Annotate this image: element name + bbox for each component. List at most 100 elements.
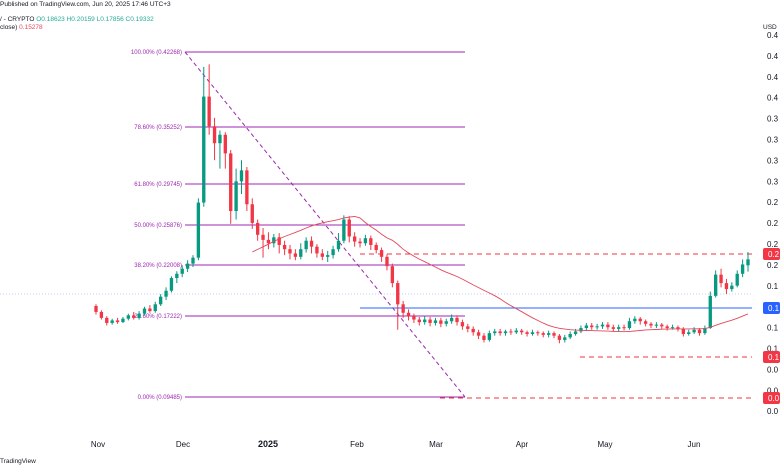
candle-body xyxy=(99,311,104,318)
candle-body xyxy=(164,290,168,297)
y-tick-label: 0.4 xyxy=(767,94,779,103)
candle-body xyxy=(530,332,535,334)
candle-body xyxy=(196,202,201,258)
candle-body xyxy=(638,318,642,322)
y-tick-label: 0.3 xyxy=(767,156,779,165)
candle-body xyxy=(740,264,745,274)
y-tick-label: 0.1 xyxy=(767,345,779,354)
candle-body xyxy=(509,331,513,333)
candle-body xyxy=(191,257,195,264)
symbol-label: / - CRYPTO xyxy=(0,16,35,23)
candle-body xyxy=(482,335,486,340)
candle-body xyxy=(250,204,254,223)
x-tick-label: May xyxy=(597,440,612,449)
candle-body xyxy=(746,259,750,266)
candle-body xyxy=(493,331,497,334)
candle-body xyxy=(536,332,540,334)
x-tick-label: Dec xyxy=(176,440,190,449)
y-tick-label: 0.1 xyxy=(767,324,779,333)
candle-body xyxy=(121,318,125,323)
fib-level-label: 38.20% (0.22008) xyxy=(134,263,182,269)
candle-body xyxy=(282,244,287,250)
fib-level-label: 50.00% (0.25876) xyxy=(134,223,182,229)
candle-body xyxy=(439,320,443,324)
candle-body xyxy=(433,320,438,323)
candle-body xyxy=(347,219,351,237)
candle-body xyxy=(406,312,411,317)
price-badge xyxy=(763,248,780,260)
candle-body xyxy=(649,323,653,326)
tradingview-logo-text: TradingView xyxy=(0,458,36,465)
ma-legend-value: 0.15278 xyxy=(19,24,43,31)
candle-body xyxy=(466,326,470,329)
candle-body xyxy=(514,330,518,333)
candle-body xyxy=(676,327,680,329)
candle-body xyxy=(654,324,659,326)
candle-body xyxy=(541,333,545,335)
y-tick-label: 0.4 xyxy=(767,52,779,61)
fib-level-label: 23.60% (0.17222) xyxy=(134,314,182,320)
ma-legend-label: close) xyxy=(0,24,18,31)
x-tick-label: Feb xyxy=(350,440,364,449)
candle-body xyxy=(207,96,211,127)
x-tick-label: Apr xyxy=(516,440,529,449)
candle-body xyxy=(412,316,416,320)
candle-body xyxy=(369,238,373,245)
candle-body xyxy=(202,96,206,203)
candle-body xyxy=(277,237,281,245)
y-tick-label: 0.0 xyxy=(767,386,779,395)
candle-body xyxy=(487,333,492,340)
candle-body xyxy=(105,317,109,323)
y-tick-label: 0.2 xyxy=(767,261,779,270)
candle-body xyxy=(471,328,475,333)
price-badge-label: 0.0 xyxy=(768,394,780,403)
candle-body xyxy=(110,320,114,323)
candle-body xyxy=(573,331,578,334)
candle-body xyxy=(428,319,432,323)
price-badge xyxy=(763,351,780,363)
candle-body xyxy=(503,331,508,334)
candle-body xyxy=(563,337,567,340)
currency-label: USD xyxy=(763,24,777,31)
candle-body xyxy=(304,240,308,250)
candle-body xyxy=(342,219,346,241)
candle-body xyxy=(293,253,298,257)
candle-body xyxy=(557,335,562,340)
candle-body xyxy=(600,324,605,327)
price-badge-label: 0.2 xyxy=(768,250,780,259)
candle-body xyxy=(218,134,222,144)
x-tick-label: Jun xyxy=(688,440,701,449)
candle-body xyxy=(126,315,131,319)
candle-body xyxy=(713,274,718,296)
candle-body xyxy=(255,222,260,235)
x-tick-label: Mar xyxy=(429,440,443,449)
published-note: Published on TradingView.com, Jun 20, 20… xyxy=(0,1,171,8)
candle-body xyxy=(606,324,610,328)
candle-body xyxy=(460,322,465,327)
candle-body xyxy=(169,278,174,291)
candle-body xyxy=(212,126,217,144)
candle-body xyxy=(142,308,147,314)
candle-body xyxy=(315,246,319,254)
symbol-ohlc-line: / - CRYPTO O0.18623 H0.20159 L0.17856 C0… xyxy=(0,16,154,23)
candle-body xyxy=(622,327,626,329)
candle-body xyxy=(261,234,265,240)
y-tick-label: 0.0 xyxy=(767,365,779,374)
candle-body xyxy=(611,327,615,329)
candle-body xyxy=(697,329,702,334)
x-tick-label: Nov xyxy=(91,440,105,449)
candle-body xyxy=(670,327,675,329)
candle-body xyxy=(331,249,335,256)
candle-body xyxy=(449,317,454,322)
ohlc-values: O0.18623 H0.20159 L0.17856 C0.19332 xyxy=(36,16,154,23)
candle-body xyxy=(617,327,621,329)
candle-body xyxy=(326,255,330,257)
candle-body xyxy=(692,329,696,333)
candle-body xyxy=(352,236,357,242)
candle-body xyxy=(185,263,190,269)
candle-body xyxy=(390,266,395,284)
candle-body xyxy=(266,239,271,244)
candle-body xyxy=(595,326,599,328)
candle-body xyxy=(358,241,362,244)
